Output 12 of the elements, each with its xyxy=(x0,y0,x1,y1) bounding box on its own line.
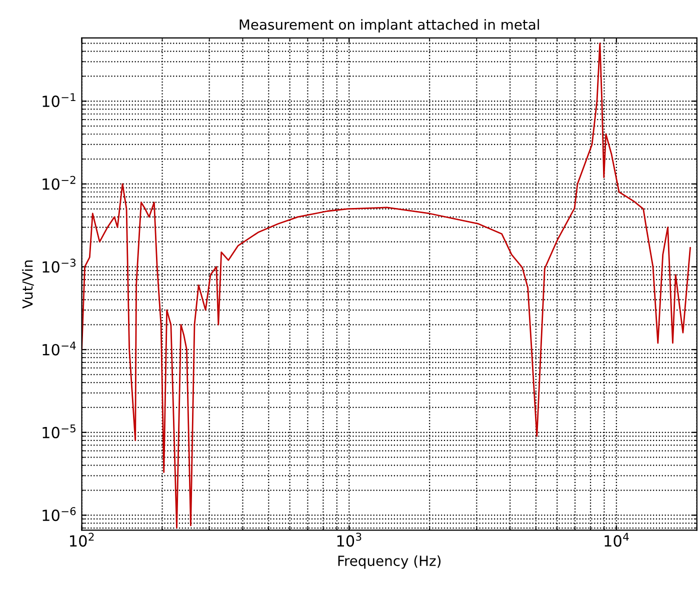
y-tick-label: 10$^{−1}$ xyxy=(42,93,76,108)
y-tick-label: 10$^{−4}$ xyxy=(42,342,76,356)
x-tick-label: 10$^{4}$ xyxy=(604,532,629,547)
x-tick-label: 10$^{3}$ xyxy=(337,532,362,547)
y-tick-label: 10$^{−3}$ xyxy=(42,258,76,273)
y-tick-label: 10$^{−2}$ xyxy=(42,176,76,190)
chart-title: Measurement on implant attached in metal xyxy=(240,19,539,33)
y-tick-label: 10$^{−5}$ xyxy=(42,424,76,438)
y-tick-label: 10$^{−6}$ xyxy=(42,507,76,522)
x-axis-title: Frequency (Hz) xyxy=(338,555,441,569)
x-tick-label: 10$^{2}$ xyxy=(70,532,94,547)
y-axis-title: Vut/Vin xyxy=(22,260,34,309)
